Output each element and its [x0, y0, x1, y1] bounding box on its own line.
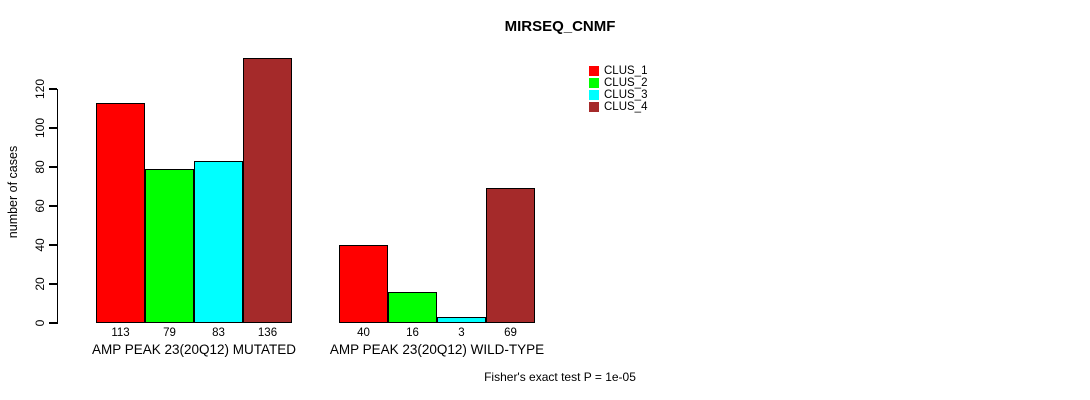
- legend-entry: CLUS_3: [589, 89, 647, 101]
- y-tick-label: 40: [33, 238, 47, 252]
- group-label: AMP PEAK 23(20Q12) MUTATED: [91, 342, 297, 357]
- y-tick: [49, 283, 57, 285]
- y-tick-label: 120: [33, 78, 47, 100]
- bar-value-label: 79: [163, 327, 176, 339]
- y-tick: [49, 205, 57, 207]
- legend-swatch: [589, 65, 599, 76]
- y-tick-label: 100: [33, 117, 47, 139]
- legend: CLUS_1 CLUS_2 CLUS_3 CLUS_4: [589, 65, 647, 114]
- bar-value-label: 3: [458, 327, 465, 339]
- legend-swatch: [589, 89, 599, 100]
- y-axis-label: number of cases: [6, 145, 20, 239]
- bar-value-label: 83: [212, 327, 225, 339]
- bar-CLUS_1: [96, 102, 145, 323]
- y-tick: [49, 88, 57, 90]
- y-tick-label: 60: [33, 199, 47, 213]
- legend-entry: CLUS_4: [589, 101, 647, 113]
- y-tick-label: 20: [33, 277, 47, 291]
- bar-value-label: 16: [406, 327, 419, 339]
- bar-CLUS_2: [388, 291, 437, 323]
- bar-value-label: 40: [357, 327, 370, 339]
- legend-swatch: [589, 102, 599, 113]
- bar-CLUS_3: [194, 161, 243, 323]
- legend-label: CLUS_2: [604, 76, 648, 89]
- y-tick-label: 80: [33, 160, 47, 174]
- y-tick: [49, 322, 57, 324]
- bar-CLUS_4: [486, 188, 535, 323]
- annotation-text: Fisher's exact test P = 1e-05: [484, 370, 636, 384]
- y-tick: [49, 166, 57, 168]
- bar-value-label: 136: [257, 327, 278, 339]
- bar-CLUS_1: [339, 245, 388, 323]
- y-tick: [49, 244, 57, 246]
- bar-CLUS_3: [437, 317, 486, 323]
- legend-swatch: [589, 77, 599, 88]
- bar-value-label: 113: [111, 327, 130, 339]
- legend-label: CLUS_4: [604, 101, 648, 114]
- y-tick-label: 0: [33, 319, 47, 327]
- chart-title: MIRSEQ_CNMF: [504, 18, 616, 35]
- y-tick: [49, 127, 57, 129]
- y-axis-line: [56, 88, 58, 324]
- legend-label: CLUS_1: [604, 64, 648, 77]
- bar-value-label: 69: [504, 327, 517, 339]
- bar-CLUS_2: [145, 168, 194, 323]
- legend-entry: CLUS_1: [589, 65, 647, 77]
- legend-entry: CLUS_2: [589, 77, 647, 89]
- group-label: AMP PEAK 23(20Q12) WILD-TYPE: [329, 342, 545, 357]
- bar-CLUS_4: [243, 57, 292, 323]
- legend-label: CLUS_3: [604, 88, 648, 101]
